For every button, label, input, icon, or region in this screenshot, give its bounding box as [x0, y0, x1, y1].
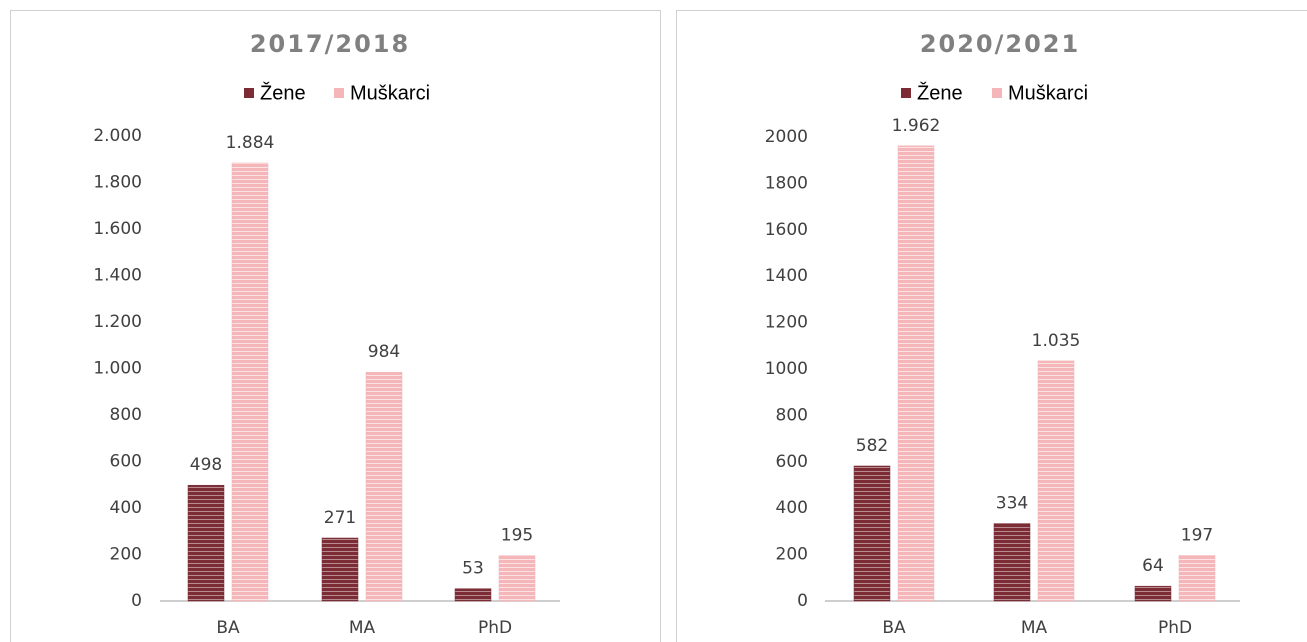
x-tick-label: BA — [216, 618, 240, 638]
y-tick-label: 1000 — [765, 359, 808, 379]
legend-label: Žene — [260, 81, 306, 104]
y-tick-label: 400 — [776, 498, 808, 518]
chart-title: 2017/2018 — [250, 30, 410, 58]
y-tick-label: 2.000 — [93, 126, 142, 146]
y-tick-label: 600 — [776, 452, 808, 472]
data-label: 984 — [368, 342, 400, 362]
data-label: 271 — [324, 508, 356, 528]
y-tick-label: 1.600 — [93, 219, 142, 239]
bar — [365, 371, 403, 602]
x-tick-label: PhD — [478, 618, 512, 638]
bar — [498, 555, 536, 602]
y-tick-label: 1200 — [765, 313, 808, 333]
y-tick-label: 1.200 — [93, 312, 142, 332]
data-label: 64 — [1142, 556, 1164, 576]
y-tick-label: 600 — [110, 452, 142, 472]
data-label: 1.884 — [226, 133, 275, 153]
panel-border — [676, 10, 1307, 642]
y-tick-label: 2000 — [765, 127, 808, 147]
y-tick-label: 1.000 — [93, 359, 142, 379]
y-tick-label: 1600 — [765, 220, 808, 240]
legend-label: Muškarci — [1008, 82, 1088, 104]
y-tick-label: 800 — [776, 405, 808, 425]
y-tick-label: 200 — [776, 545, 808, 565]
chart-title: 2020/2021 — [920, 30, 1080, 58]
data-label: 498 — [190, 455, 222, 475]
y-tick-label: 1.800 — [93, 173, 142, 193]
data-label: 582 — [856, 436, 888, 456]
legend-label: Žene — [917, 81, 963, 104]
panel-border — [10, 10, 661, 642]
bar — [853, 465, 891, 602]
y-tick-label: 0 — [131, 591, 142, 611]
bar — [1037, 360, 1075, 602]
data-label: 53 — [462, 559, 484, 579]
y-tick-label: 1.400 — [93, 266, 142, 286]
y-tick-label: 0 — [797, 591, 808, 611]
bar — [231, 162, 269, 602]
x-tick-label: PhD — [1158, 618, 1192, 638]
legend-swatch — [901, 88, 911, 98]
bar — [187, 484, 225, 602]
data-label: 1.962 — [892, 116, 941, 136]
y-tick-label: 1400 — [765, 266, 808, 286]
bar — [321, 537, 359, 602]
y-tick-label: 400 — [110, 498, 142, 518]
x-tick-label: BA — [882, 618, 906, 638]
data-label: 1.035 — [1032, 331, 1081, 351]
x-tick-label: MA — [349, 618, 376, 638]
bar — [1134, 585, 1172, 602]
legend-swatch — [244, 88, 254, 98]
y-tick-label: 800 — [110, 405, 142, 425]
bar — [1178, 555, 1216, 602]
bar — [454, 588, 492, 602]
legend-swatch — [992, 88, 1002, 98]
bar — [993, 523, 1031, 602]
x-tick-label: MA — [1021, 618, 1048, 638]
y-tick-label: 1800 — [765, 173, 808, 193]
data-label: 334 — [996, 494, 1028, 514]
data-label: 197 — [1181, 525, 1213, 545]
y-tick-label: 200 — [110, 545, 142, 565]
legend-label: Muškarci — [350, 82, 430, 104]
legend-swatch — [334, 88, 344, 98]
data-label: 195 — [501, 526, 533, 546]
bar — [897, 145, 935, 602]
